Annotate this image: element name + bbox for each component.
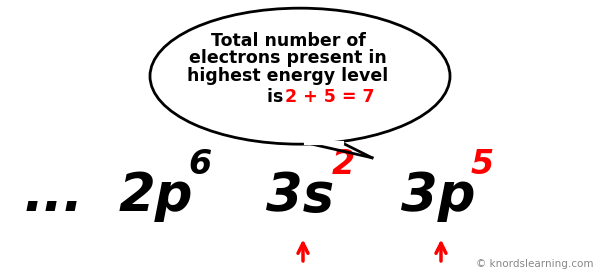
Text: 3p: 3p <box>401 170 475 222</box>
Text: 3s: 3s <box>266 170 334 222</box>
Text: 6: 6 <box>188 148 211 181</box>
Text: electrons present in: electrons present in <box>189 50 387 67</box>
Polygon shape <box>306 143 372 158</box>
Text: © knordslearning.com: © knordslearning.com <box>476 259 594 269</box>
Ellipse shape <box>150 8 450 144</box>
Text: 2 + 5 = 7: 2 + 5 = 7 <box>285 88 374 106</box>
Text: is: is <box>267 88 289 106</box>
Text: highest energy level: highest energy level <box>187 67 389 85</box>
Text: 5: 5 <box>470 148 493 181</box>
Text: ...: ... <box>24 170 84 222</box>
Text: 2p: 2p <box>119 170 193 222</box>
Text: 2: 2 <box>332 148 355 181</box>
Text: Total number of: Total number of <box>211 32 365 50</box>
